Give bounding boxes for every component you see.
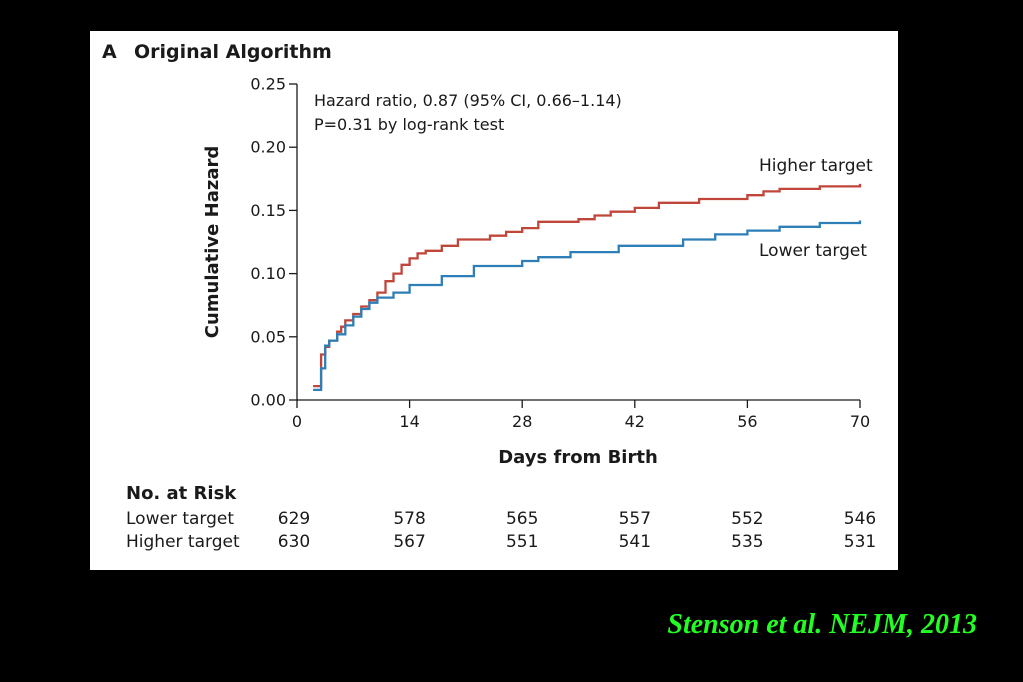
- risk-cell: 546: [844, 509, 876, 529]
- figure-panel: A Original Algorithm Hazard ratio, 0.87 …: [90, 31, 898, 570]
- series-label-lower: Lower target: [759, 241, 867, 261]
- pvalue-annotation: P=0.31 by log-rank test: [314, 115, 504, 134]
- y-axis-label: Cumulative Hazard: [202, 146, 223, 339]
- risk-cell: 565: [506, 509, 538, 529]
- y-tick-label: 0.15: [250, 201, 286, 220]
- y-tick-label: 0.10: [250, 264, 286, 283]
- risk-cell: 629: [278, 509, 310, 529]
- km-chart: A Original Algorithm Hazard ratio, 0.87 …: [102, 41, 876, 552]
- y-tick-label: 0.00: [250, 391, 286, 410]
- citation: Stenson et al. NEJM, 2013: [667, 609, 977, 640]
- risk-cell: 551: [506, 532, 538, 552]
- risk-cell: 531: [844, 532, 876, 552]
- risk-cell: 552: [731, 509, 763, 529]
- x-tick-label: 14: [399, 412, 419, 431]
- x-tick-label: 28: [512, 412, 532, 431]
- y-tick-label: 0.20: [250, 138, 286, 157]
- risk-cell: 557: [619, 509, 651, 529]
- risk-row-label: Lower target: [126, 509, 234, 529]
- risk-cell: 578: [393, 509, 425, 529]
- axes: 0.00 0.05 0.10 0.15 0.20 0.25 0 14 28 42 56 70: [250, 75, 870, 432]
- panel-letter: A: [102, 41, 117, 63]
- risk-row-label: Higher target: [126, 532, 240, 552]
- risk-cell: 535: [731, 532, 763, 552]
- risk-table-title: No. at Risk: [126, 483, 237, 504]
- y-tick-label: 0.25: [250, 75, 286, 94]
- series-group: [313, 183, 862, 392]
- series-label-higher: Higher target: [759, 156, 873, 176]
- x-tick-label: 0: [292, 412, 302, 431]
- series-line-lower-target: [313, 220, 862, 392]
- x-axis-label: Days from Birth: [498, 447, 658, 468]
- risk-cell: 630: [278, 532, 310, 552]
- y-tick-label: 0.05: [250, 327, 286, 346]
- x-tick-label: 70: [850, 412, 870, 431]
- risk-cell: 541: [619, 532, 651, 552]
- risk-cell: 567: [393, 532, 425, 552]
- series-line-higher-target: [313, 183, 862, 388]
- panel-title: Original Algorithm: [134, 41, 332, 63]
- risk-table: Lower target 629 578 565 557 552 546 Higher tar…: [126, 509, 876, 552]
- hazard-ratio-annotation: Hazard ratio, 0.87 (95% CI, 0.66–1.14): [314, 91, 622, 110]
- x-tick-label: 42: [625, 412, 645, 431]
- x-tick-label: 56: [737, 412, 757, 431]
